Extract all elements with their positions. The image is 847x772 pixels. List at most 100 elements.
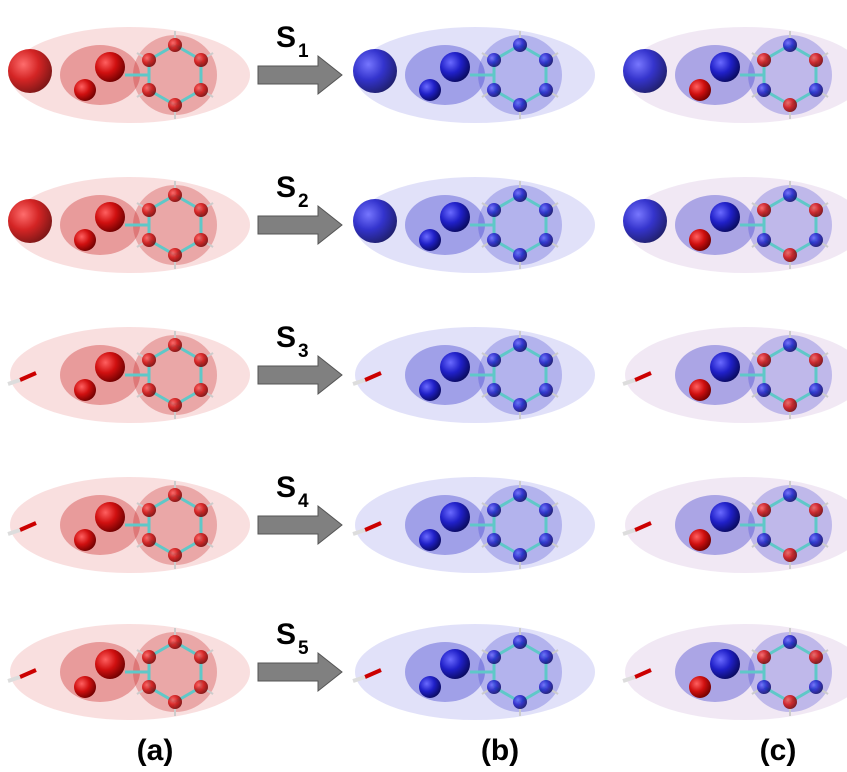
lobe: [513, 488, 527, 502]
lobe: [8, 49, 52, 93]
lobe: [419, 79, 441, 101]
lobe: [783, 98, 797, 112]
lobe: [487, 353, 501, 367]
molecule: [623, 477, 847, 573]
lobe: [539, 533, 553, 547]
lobe: [194, 503, 208, 517]
lobe: [194, 533, 208, 547]
molecule: [8, 477, 250, 573]
lobe: [757, 383, 771, 397]
molecule: [623, 177, 847, 273]
lobe: [809, 233, 823, 247]
lobe: [513, 248, 527, 262]
molecule: [623, 27, 847, 123]
lobe: [623, 199, 667, 243]
lobe: [689, 379, 711, 401]
lobe: [419, 229, 441, 251]
lobe: [539, 383, 553, 397]
lobe: [689, 529, 711, 551]
lobe: [513, 635, 527, 649]
lobe: [168, 398, 182, 412]
lobe: [809, 650, 823, 664]
lobe: [194, 353, 208, 367]
lobe: [353, 49, 397, 93]
lobe: [95, 202, 125, 232]
lobe: [142, 383, 156, 397]
lobe: [757, 233, 771, 247]
lobe: [440, 52, 470, 82]
lobe: [419, 379, 441, 401]
lobe: [194, 383, 208, 397]
lobe: [168, 635, 182, 649]
lobe: [440, 202, 470, 232]
lobe: [487, 383, 501, 397]
state-label: S: [276, 618, 296, 651]
lobe: [783, 248, 797, 262]
lobe: [710, 202, 740, 232]
molecule: [8, 327, 250, 423]
lobe: [168, 548, 182, 562]
lobe: [783, 635, 797, 649]
lobe: [168, 188, 182, 202]
state-label: S: [276, 471, 296, 504]
lobe: [539, 203, 553, 217]
lobe: [440, 649, 470, 679]
state-subscript: 4: [298, 491, 309, 512]
molecule: [8, 177, 250, 273]
lobe: [142, 650, 156, 664]
state-subscript: 2: [298, 191, 309, 212]
lobe: [623, 49, 667, 93]
lobe: [809, 383, 823, 397]
lobe: [809, 503, 823, 517]
lobe: [95, 52, 125, 82]
lobe: [513, 695, 527, 709]
lobe: [689, 229, 711, 251]
lobe: [757, 680, 771, 694]
lobe: [513, 98, 527, 112]
lobe: [539, 233, 553, 247]
lobe: [809, 53, 823, 67]
state-label: S: [276, 171, 296, 204]
lobe: [194, 53, 208, 67]
lobe: [513, 548, 527, 562]
lobe: [8, 199, 52, 243]
lobe: [487, 680, 501, 694]
lobe: [142, 503, 156, 517]
lobe: [710, 52, 740, 82]
panel-label: (b): [481, 734, 519, 767]
lobe: [194, 233, 208, 247]
lobe: [142, 233, 156, 247]
lobe: [689, 79, 711, 101]
lobe: [168, 98, 182, 112]
lobe: [194, 203, 208, 217]
lobe: [487, 53, 501, 67]
lobe: [513, 188, 527, 202]
lobe: [142, 533, 156, 547]
panel-label: (a): [137, 734, 174, 767]
lobe: [487, 503, 501, 517]
lobe: [757, 503, 771, 517]
lobe: [539, 650, 553, 664]
lobe: [783, 548, 797, 562]
lobe: [194, 83, 208, 97]
molecule: [353, 477, 595, 573]
lobe: [168, 338, 182, 352]
figure: S1S2S3S4S5(a)(b)(c): [0, 0, 847, 772]
molecule: [353, 27, 595, 123]
lobe: [487, 83, 501, 97]
lobe: [513, 338, 527, 352]
lobe: [168, 488, 182, 502]
state-subscript: 5: [298, 638, 309, 659]
lobe: [757, 533, 771, 547]
molecule: [623, 327, 847, 423]
lobe: [353, 199, 397, 243]
lobe: [513, 398, 527, 412]
lobe: [809, 83, 823, 97]
lobe: [539, 503, 553, 517]
lobe: [783, 338, 797, 352]
lobe: [168, 248, 182, 262]
lobe: [95, 502, 125, 532]
lobe: [168, 38, 182, 52]
lobe: [440, 352, 470, 382]
lobe: [95, 352, 125, 382]
